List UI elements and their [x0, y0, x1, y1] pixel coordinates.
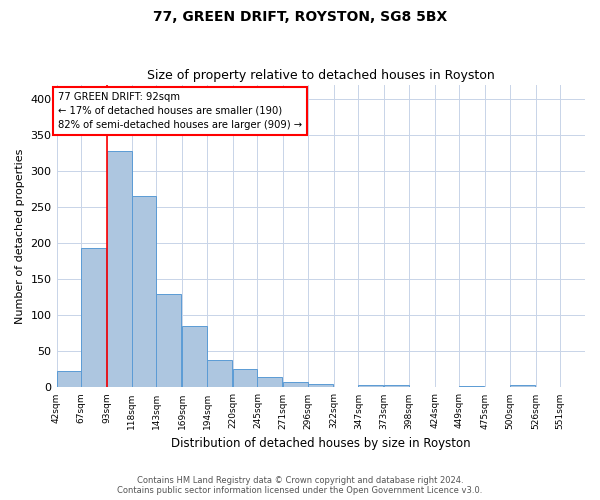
- Bar: [283, 382, 308, 388]
- Y-axis label: Number of detached properties: Number of detached properties: [15, 148, 25, 324]
- Bar: [358, 384, 383, 388]
- Text: 77, GREEN DRIFT, ROYSTON, SG8 5BX: 77, GREEN DRIFT, ROYSTON, SG8 5BX: [153, 10, 447, 24]
- Text: 77 GREEN DRIFT: 92sqm
← 17% of detached houses are smaller (190)
82% of semi-det: 77 GREEN DRIFT: 92sqm ← 17% of detached …: [58, 92, 302, 130]
- Bar: [56, 371, 81, 388]
- Bar: [308, 384, 332, 388]
- Bar: [182, 326, 207, 388]
- Bar: [233, 370, 257, 388]
- Title: Size of property relative to detached houses in Royston: Size of property relative to detached ho…: [147, 69, 494, 82]
- Bar: [384, 384, 409, 388]
- Text: Contains HM Land Registry data © Crown copyright and database right 2024.
Contai: Contains HM Land Registry data © Crown c…: [118, 476, 482, 495]
- Bar: [460, 386, 484, 388]
- Bar: [81, 248, 106, 388]
- Bar: [257, 378, 282, 388]
- Bar: [157, 294, 181, 388]
- Bar: [207, 360, 232, 388]
- Bar: [132, 196, 157, 388]
- Bar: [510, 386, 535, 388]
- Bar: [107, 151, 132, 388]
- X-axis label: Distribution of detached houses by size in Royston: Distribution of detached houses by size …: [171, 437, 470, 450]
